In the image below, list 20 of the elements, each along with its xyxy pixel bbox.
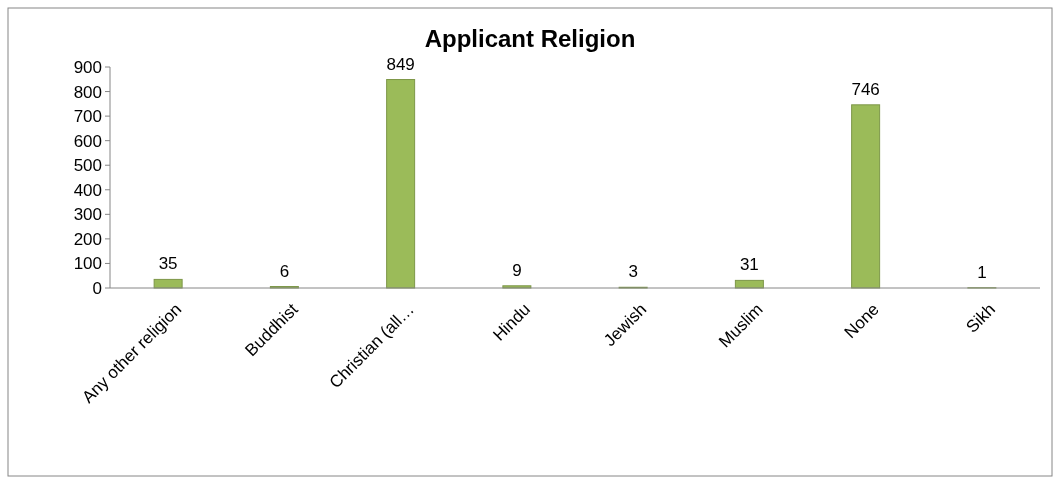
chart-title: Applicant Religion: [424, 25, 636, 52]
y-tick-label: 0: [92, 278, 102, 298]
y-tick-label: 100: [73, 254, 102, 274]
data-label: 35: [158, 254, 178, 274]
y-tick-label: 400: [73, 180, 102, 200]
y-tick-label: 900: [73, 57, 102, 77]
y-tick-label: 300: [73, 205, 102, 225]
data-label: 31: [739, 255, 759, 275]
data-label: 9: [512, 260, 522, 280]
data-label: 849: [386, 54, 415, 74]
y-tick-label: 500: [73, 156, 102, 176]
data-label: 3: [628, 262, 638, 282]
data-label: 1: [977, 262, 987, 282]
y-tick-label: 600: [73, 131, 102, 151]
x-tick-label: Sikh: [962, 299, 1000, 337]
data-label: 6: [279, 261, 290, 281]
y-tick-label: 200: [73, 229, 102, 249]
y-tick-label: 700: [73, 107, 102, 127]
y-tick-label: 800: [73, 82, 102, 102]
data-label: 746: [851, 79, 880, 99]
